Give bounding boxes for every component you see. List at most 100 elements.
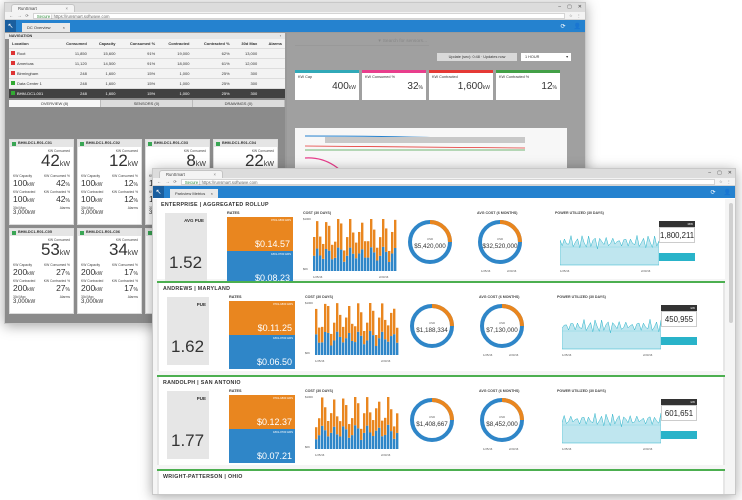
rack-card[interactable]: BHM-DC1-R01-C01 KW Consumed 42kW KW Capac… <box>9 139 74 225</box>
overview-subtabs: OVERVIEW (8) SENSORS (0) DRAWINGS (0) <box>9 100 285 107</box>
star-icon[interactable]: ☆ <box>719 179 723 184</box>
metrics-body: ENTERPRISE | AGGREGATED ROLLUP AVG PUE 1.5… <box>153 199 735 494</box>
unit: kW <box>95 198 103 204</box>
column-header[interactable]: Capacity <box>98 40 116 46</box>
cost-bar-blue <box>393 334 396 355</box>
url-field[interactable]: Secure | https://runsmart.softwave.com <box>32 12 566 19</box>
cost-bar-orange <box>318 418 321 436</box>
cost-bar-orange <box>381 420 384 437</box>
power-area <box>562 318 661 350</box>
app-tab-dc-overview[interactable]: DC Overview × <box>22 23 70 32</box>
table-cell: 1,600 <box>89 87 119 98</box>
menu-icon[interactable]: ⋮ <box>726 179 731 184</box>
cost-donut: USD $1,188,334 <box>409 295 459 365</box>
refresh-icon[interactable]: ⟳ <box>710 189 716 196</box>
cost-label: COST (30 DAYS) <box>305 389 334 393</box>
forward-icon[interactable]: → <box>17 13 22 18</box>
avg-cost-value: $8,452,000 <box>486 421 518 428</box>
user-icon[interactable]: 👤 <box>723 189 731 196</box>
column-header[interactable]: Contracted <box>168 40 190 46</box>
column-header[interactable]: Location <box>12 40 29 46</box>
kw-consumed-value: 8kW <box>146 152 209 172</box>
cost-donut: USD $5,420,000 <box>407 211 457 281</box>
update-status-button[interactable]: Update (sec): 0:48 · Updates now <box>437 53 517 61</box>
reload-icon[interactable]: ⟳ <box>25 13 29 18</box>
cost-bar-blue <box>339 336 342 355</box>
peak-rate-value: $0.14.57 <box>254 239 290 249</box>
scrollbar[interactable] <box>729 203 733 323</box>
column-header[interactable]: Contracted % <box>203 40 230 46</box>
table-row[interactable]: BHM-DC1-001 248 1,600 15% 1,000 25% 300 <box>9 87 285 98</box>
refresh-icon[interactable]: ⟳ <box>560 23 566 30</box>
rack-card[interactable]: BHM-DC1-R01-C02 KW Consumed 12kW KW Capac… <box>77 139 142 225</box>
table-row[interactable]: Data Center 1 248 1,600 15% 1,000 25% 300 <box>9 77 285 88</box>
close-app-tab-icon[interactable]: × <box>210 191 213 196</box>
time-range-select[interactable]: 1 HOUR ▾ <box>521 53 571 61</box>
table-row[interactable]: Root 11,850 15,600 91% 19,000 62% 13,000 <box>9 47 285 58</box>
card-label: Alarms <box>59 295 70 299</box>
column-header[interactable]: Consumed % <box>129 40 156 46</box>
cost-bar-blue <box>357 428 360 449</box>
star-icon[interactable]: ☆ <box>569 13 573 18</box>
back-icon[interactable]: ← <box>9 13 14 18</box>
table-row[interactable]: Americas 11,120 14,500 91% 18,000 61% 12,000 <box>9 57 285 68</box>
subtab-2[interactable]: DRAWINGS (0) <box>193 100 285 107</box>
power-utilized-chart: POWER UTILIZED (30 DAYS) 1/25/16 2/23/16 … <box>557 295 721 365</box>
maximize-icon[interactable]: ▢ <box>717 170 722 176</box>
table-row[interactable]: Birmingham 248 1,600 15% 1,000 25% 300 <box>9 67 285 78</box>
back-icon[interactable]: ← <box>157 179 162 184</box>
location-label: Data Center 1 <box>17 80 42 86</box>
kw-consumed-value: 53kW <box>10 241 73 261</box>
location-label: BHM-DC1-001 <box>17 90 44 96</box>
collapse-icon[interactable]: ‹ <box>279 34 281 38</box>
rates-panel: RATES 0701-1800 HRS $0.14.57 1801-0700 HR… <box>227 211 293 285</box>
sensor-search-input[interactable]: Search for sensors... ▾ <box>295 37 429 46</box>
url-field[interactable]: Secure | https://runsmart.softwave.com <box>180 178 716 185</box>
cost-bar-orange <box>313 237 316 256</box>
power-utilized-chart: POWER UTILIZED (30 DAYS) 1/25/16 2/23/16 … <box>557 389 721 459</box>
minimize-icon[interactable]: – <box>558 4 562 10</box>
close-tab-icon[interactable]: × <box>65 6 68 11</box>
minimize-icon[interactable]: – <box>708 170 712 176</box>
user-icon[interactable]: 👤 <box>573 23 581 30</box>
cost-bar-blue <box>381 436 384 449</box>
subtab-1[interactable]: SENSORS (0) <box>101 100 193 107</box>
card-label: KW Contracted % <box>111 190 138 194</box>
column-header[interactable]: Consumed <box>66 40 87 46</box>
kpi-label: KW Consumed % <box>365 75 395 79</box>
browser-tab[interactable]: RunSmart × <box>11 4 75 12</box>
time-range-label: 1 HOUR <box>525 55 540 59</box>
app-logo-icon: ↖ <box>5 20 16 32</box>
browser-tab[interactable]: RunSmart × <box>159 170 223 178</box>
subtab-0[interactable]: OVERVIEW (8) <box>9 100 101 107</box>
cost-bar-orange <box>355 242 358 259</box>
cost-bar-orange <box>345 405 348 430</box>
x-axis-start: 1/25/16 <box>313 275 323 279</box>
x-axis-end: 2/23/16 <box>643 447 653 451</box>
maximize-icon[interactable]: ▢ <box>567 4 572 10</box>
contracted-pct-value: 17% <box>124 283 138 293</box>
rack-card[interactable]: BHM-DC1-R01-C05 KW Consumed 53kW KW Capac… <box>9 228 74 314</box>
close-tab-icon[interactable]: × <box>213 172 216 177</box>
menu-icon[interactable]: ⋮ <box>576 13 581 18</box>
close-window-icon[interactable]: ✕ <box>577 4 582 10</box>
kw-consumed-value: 22kW <box>214 152 277 172</box>
cost-bar-orange <box>342 398 345 427</box>
unit: % <box>65 287 70 293</box>
rack-card[interactable]: BHM-DC1-R01-C06 KW Consumed 34kW KW Capac… <box>77 228 142 314</box>
peak-rate-value: $0.12.37 <box>256 417 292 427</box>
column-header[interactable]: Alarms <box>268 40 282 46</box>
close-window-icon[interactable]: ✕ <box>727 170 732 176</box>
forward-icon[interactable]: → <box>165 179 170 184</box>
table-cell: 19,000 <box>158 47 193 58</box>
app-tab-parkview[interactable]: Parkview Metrics × <box>170 189 218 198</box>
cost-bar-orange <box>319 236 322 256</box>
column-header[interactable]: 30d Max <box>241 40 258 46</box>
close-app-tab-icon[interactable]: × <box>62 25 65 30</box>
dropdown-icon[interactable]: ▾ <box>378 39 381 44</box>
chart-band <box>325 137 525 143</box>
table-cell: 300 <box>232 87 261 98</box>
cost-bar-orange <box>324 407 327 431</box>
reload-icon[interactable]: ⟳ <box>173 179 177 184</box>
rack-card-title: BHM-DC1-R01-C02 <box>78 140 141 147</box>
